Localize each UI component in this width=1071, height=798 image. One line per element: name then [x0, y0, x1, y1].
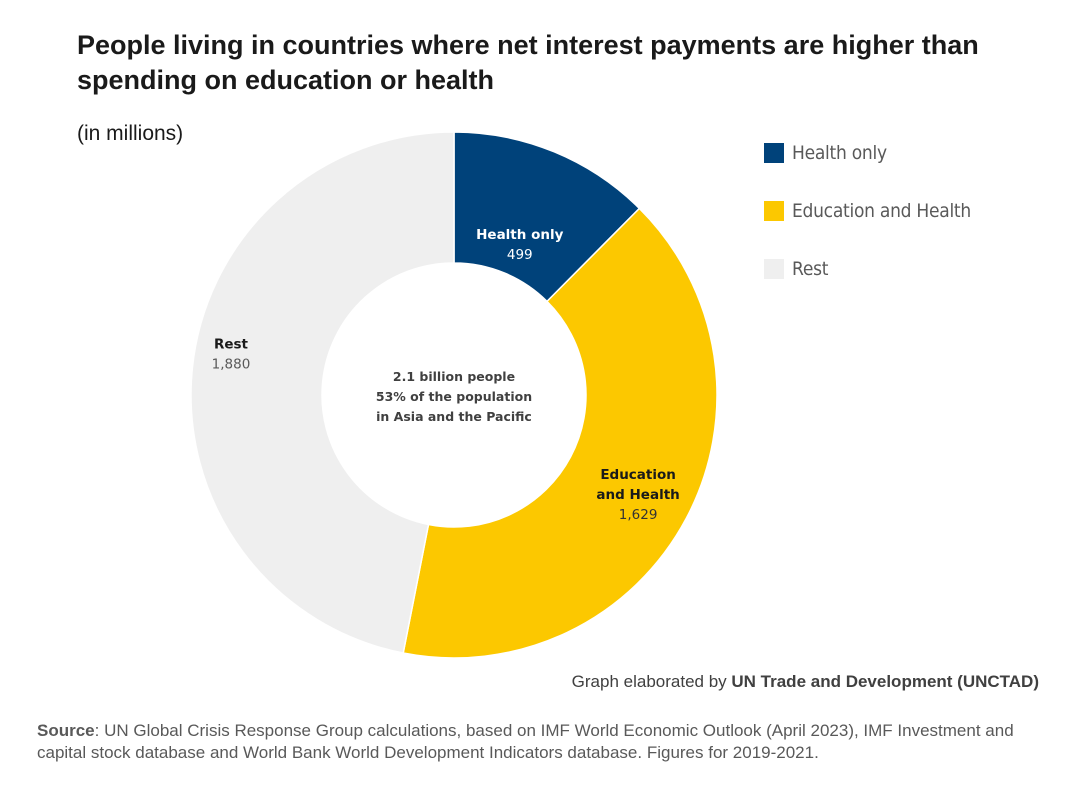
legend-item-education-and-health: Education and Health — [764, 198, 991, 224]
slice-rest — [190, 131, 455, 654]
legend-item-rest: Rest — [764, 256, 991, 282]
chart-subtitle: (in millions) — [77, 122, 184, 145]
legend-item-health-only: Health only — [764, 140, 991, 166]
center-text-line-3: in Asia and the Pacific — [376, 409, 532, 424]
credit-organization: UN Trade and Development (UNCTAD) — [731, 672, 1039, 691]
center-text-line-1: 2.1 billion people — [393, 369, 515, 384]
chart-title: People living in countries where net int… — [77, 30, 979, 95]
slice-health-only — [453, 131, 641, 303]
slice-value-education-and-health: 1,629 — [619, 507, 658, 523]
legend-label-education-and-health: Education and Health — [792, 200, 971, 222]
slice-label-health-only: Health only — [476, 227, 563, 243]
legend-label-rest: Rest — [792, 258, 829, 280]
slice-label-rest: Rest — [214, 336, 249, 352]
legend-swatch-rest — [764, 259, 784, 279]
source-label: Source — [37, 721, 95, 740]
source-text: : UN Global Crisis Response Group calcul… — [37, 721, 1014, 762]
slice-label-education-and-health: and Health — [596, 487, 679, 503]
credit-prefix: Graph elaborated by — [571, 672, 732, 691]
slice-value-rest: 1,880 — [212, 356, 251, 372]
chart-legend: Health only Education and Health Rest — [764, 140, 991, 314]
slice-value-health-only: 499 — [507, 247, 533, 263]
graph-credit: Graph elaborated by UN Trade and Develop… — [572, 672, 1039, 692]
slice-label-education-and-health: Education — [600, 467, 676, 483]
slice-education-and-health — [402, 207, 718, 659]
legend-swatch-health-only — [764, 143, 784, 163]
legend-label-health-only: Health only — [792, 142, 887, 164]
legend-swatch-education-and-health — [764, 201, 784, 221]
center-text-line-2: 53% of the population — [376, 389, 532, 404]
source-note: Source: UN Global Crisis Response Group … — [37, 720, 1047, 764]
